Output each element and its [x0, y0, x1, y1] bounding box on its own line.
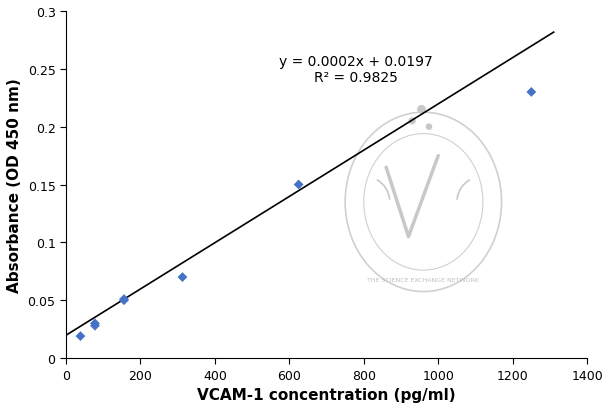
Text: THE SCIENCE EXCHANGE NETWORK: THE SCIENCE EXCHANGE NETWORK	[367, 277, 479, 282]
Point	[424, 124, 434, 130]
Point	[407, 118, 417, 125]
Point	[119, 297, 129, 304]
Point	[526, 90, 536, 96]
Point	[178, 274, 187, 281]
Point	[76, 333, 85, 339]
Point	[119, 296, 129, 303]
Point	[294, 182, 304, 188]
Y-axis label: Absorbance (OD 450 nm): Absorbance (OD 450 nm)	[7, 78, 22, 292]
Point	[90, 320, 100, 327]
X-axis label: VCAM-1 concentration (pg/ml): VCAM-1 concentration (pg/ml)	[197, 387, 456, 402]
Point	[90, 323, 100, 329]
Point	[417, 107, 426, 113]
Text: y = 0.0002x + 0.0197
R² = 0.9825: y = 0.0002x + 0.0197 R² = 0.9825	[279, 55, 433, 85]
